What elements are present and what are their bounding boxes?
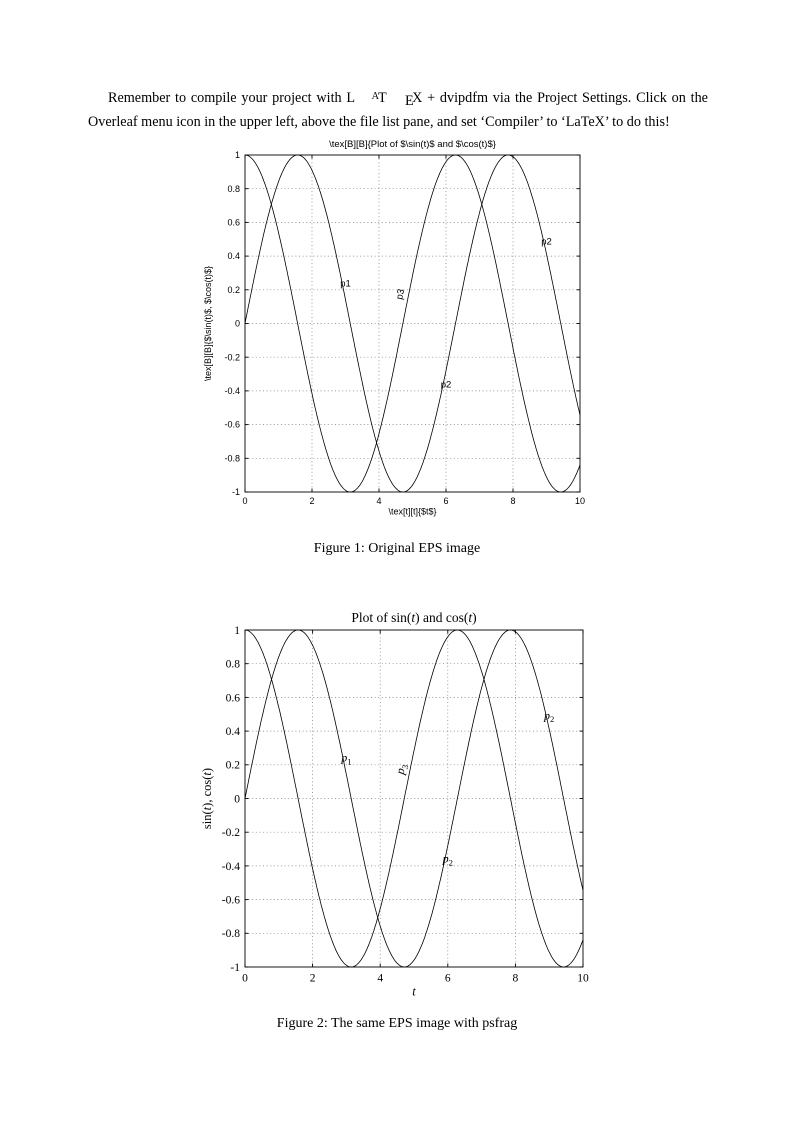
latex-logo: L AT EX (346, 90, 423, 109)
y-tick-label: 0.2 (227, 285, 240, 295)
y-tick-label: 0 (234, 793, 240, 805)
x-tick-label: 8 (513, 972, 519, 984)
y-tick-label: -0.4 (222, 861, 240, 873)
series-sin (244, 154, 581, 493)
y-tick-label: 0 (235, 319, 240, 329)
series-cos (244, 629, 584, 968)
y-tick-label: 0.6 (226, 692, 241, 704)
figure2-svg: 0 2 4 6 8 10 -1 -0.8 -0.6 -0.4 -0.2 0 0.2 0.4 0.6 0.8 1 P… (200, 610, 589, 999)
y-tick-label: 1 (234, 625, 240, 637)
annotation-label: p2 (442, 852, 453, 868)
y-tick-label: -1 (232, 487, 240, 497)
x-tick-label: 6 (445, 972, 451, 984)
annotation-label: p1 (340, 278, 351, 289)
y-tick-label: -0.8 (222, 928, 240, 940)
y-tick-label: 0.2 (226, 760, 241, 772)
annotation-label: p3 (394, 288, 407, 301)
y-tick-label: -0.2 (222, 827, 240, 839)
series-cos (244, 154, 581, 493)
y-tick-label: -0.4 (224, 386, 240, 396)
x-tick-label: 0 (242, 496, 247, 506)
y-tick-label: 0.6 (227, 217, 240, 227)
annotation-label: p3 (392, 763, 410, 777)
y-tick-label: 0.8 (226, 659, 241, 671)
annotation-label: p2 (543, 708, 554, 724)
y-tick-label: 0.4 (227, 251, 240, 261)
figure2-caption: Figure 2: The same EPS image with psfrag (276, 1016, 518, 1031)
latex-logo-letter: T (377, 90, 387, 107)
x-tick-label: 8 (510, 496, 515, 506)
x-tick-label: 10 (575, 496, 585, 506)
x-tick-label: 2 (309, 496, 314, 506)
x-axis-label: \tex[t][t]{$t$} (388, 506, 436, 516)
y-tick-label: -0.6 (222, 895, 240, 907)
intro-text-after: + dvipdfm via the Project Settings. Clic… (88, 90, 708, 131)
figure1-caption: Figure 1: Original EPS image (313, 541, 481, 556)
chart-title: Plot of sin(t) and cos(t) (351, 610, 476, 625)
y-tick-label: 1 (235, 150, 240, 160)
x-tick-label: 4 (376, 496, 381, 506)
y-axis-label: \tex[B][B]{$\sin(t)$, $\cos(t)$} (203, 266, 213, 381)
chart-title: \tex[B][B]{Plot of $\sin(t)$ and $\cos(t… (329, 139, 496, 150)
annotation-label: p1 (340, 750, 351, 766)
y-tick-label: -0.8 (224, 453, 240, 463)
intro-paragraph: Remember to compile your project with L A… (88, 88, 708, 133)
latex-logo-letter: L (346, 90, 356, 107)
figure1-svg: 0 2 4 6 8 10 -1 -0.8 -0.6 -0.4 -0.2 0 0.2 0.4 0.6 0.8 1 \… (203, 139, 585, 516)
annotation-label: p2 (541, 236, 552, 247)
latex-logo-letter: A (371, 91, 379, 103)
intro-text-before: Remember to compile your project with (108, 90, 347, 107)
y-tick-label: -0.6 (224, 420, 240, 430)
x-axis-label: t (412, 985, 416, 999)
series-sin (244, 629, 584, 968)
x-tick-label: 10 (577, 972, 589, 984)
figure1-chart: 0 2 4 6 8 10 -1 -0.8 -0.6 -0.4 -0.2 0 0.2 0.4 0.6 0.8 1 \… (195, 133, 595, 526)
figure2-chart: 0 2 4 6 8 10 -1 -0.8 -0.6 -0.4 -0.2 0 0.2 0.4 0.6 0.8 1 P… (195, 605, 600, 1005)
x-tick-label: 2 (310, 972, 316, 984)
x-tick-label: 4 (377, 972, 383, 984)
latex-logo-letter: X (412, 90, 423, 107)
y-tick-label: 0.8 (227, 184, 240, 194)
latex-logo-letter: E (405, 93, 414, 110)
x-tick-label: 0 (242, 972, 248, 984)
x-tick-label: 6 (443, 496, 448, 506)
y-tick-label: 0.4 (226, 726, 241, 738)
y-tick-label: -1 (230, 962, 240, 974)
y-tick-label: -0.2 (224, 352, 240, 362)
y-axis-label: sin(t), cos(t) (200, 768, 214, 829)
annotation-label: p2 (441, 380, 452, 391)
